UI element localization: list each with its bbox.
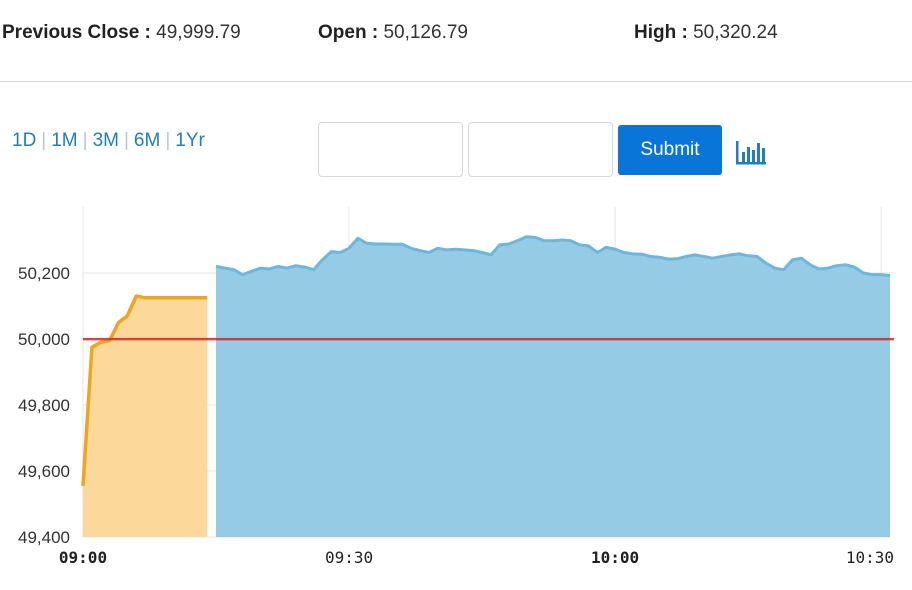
- submit-button[interactable]: Submit: [618, 125, 722, 175]
- from-date-input[interactable]: [318, 122, 463, 177]
- section-divider: [0, 81, 912, 82]
- session-area: [216, 236, 890, 537]
- range-1d[interactable]: 1D: [12, 130, 37, 151]
- previous-close-stat: Previous Close : 49,999.79: [2, 22, 241, 44]
- range-separator: |: [123, 130, 129, 151]
- y-tick-label: 49,400: [18, 528, 70, 547]
- range-separator: |: [165, 130, 171, 151]
- previous-close-value: 49,999.79: [156, 22, 241, 43]
- price-chart: 49,400 49,600 49,800 50,000 50,200 09:00 09:3…: [18, 207, 894, 567]
- x-tick-label: 09:30: [325, 548, 373, 567]
- high-value: 50,320.24: [693, 22, 778, 43]
- x-tick-label: 10:30: [846, 548, 894, 567]
- range-separator: |: [41, 130, 47, 151]
- open-stat: Open : 50,126.79: [318, 22, 468, 44]
- y-tick-label: 50,000: [18, 330, 70, 349]
- high-stat: High : 50,320.24: [634, 22, 778, 44]
- y-tick-label: 50,200: [18, 264, 70, 283]
- range-separator: |: [82, 130, 88, 151]
- x-tick-label: 09:00: [59, 548, 107, 567]
- pre-open-line: [81, 294, 208, 487]
- x-axis: 09:00 09:30 10:00 10:30: [59, 548, 894, 567]
- previous-close-label: Previous Close :: [2, 22, 151, 43]
- y-axis: 49,400 49,600 49,800 50,000 50,200: [18, 264, 70, 547]
- session-line: [215, 235, 891, 278]
- range-1m[interactable]: 1M: [51, 130, 78, 151]
- y-tick-label: 49,600: [18, 462, 70, 481]
- high-label: High :: [634, 22, 688, 43]
- pre-open-area: [83, 296, 208, 537]
- range-6m[interactable]: 6M: [133, 130, 161, 151]
- range-selector: 1D | 1M | 3M | 6M | 1Yr: [12, 130, 205, 152]
- bar-chart-icon[interactable]: [734, 138, 768, 166]
- open-label: Open :: [318, 22, 379, 43]
- range-3m[interactable]: 3M: [92, 130, 119, 151]
- open-value: 50,126.79: [383, 22, 468, 43]
- quote-stats: Previous Close : 49,999.79 Open : 50,126…: [0, 22, 912, 52]
- y-tick-label: 49,800: [18, 396, 70, 415]
- x-tick-label: 10:00: [591, 548, 639, 567]
- range-1yr[interactable]: 1Yr: [175, 130, 205, 151]
- to-date-input[interactable]: [468, 122, 613, 177]
- chart-areas: [81, 235, 891, 537]
